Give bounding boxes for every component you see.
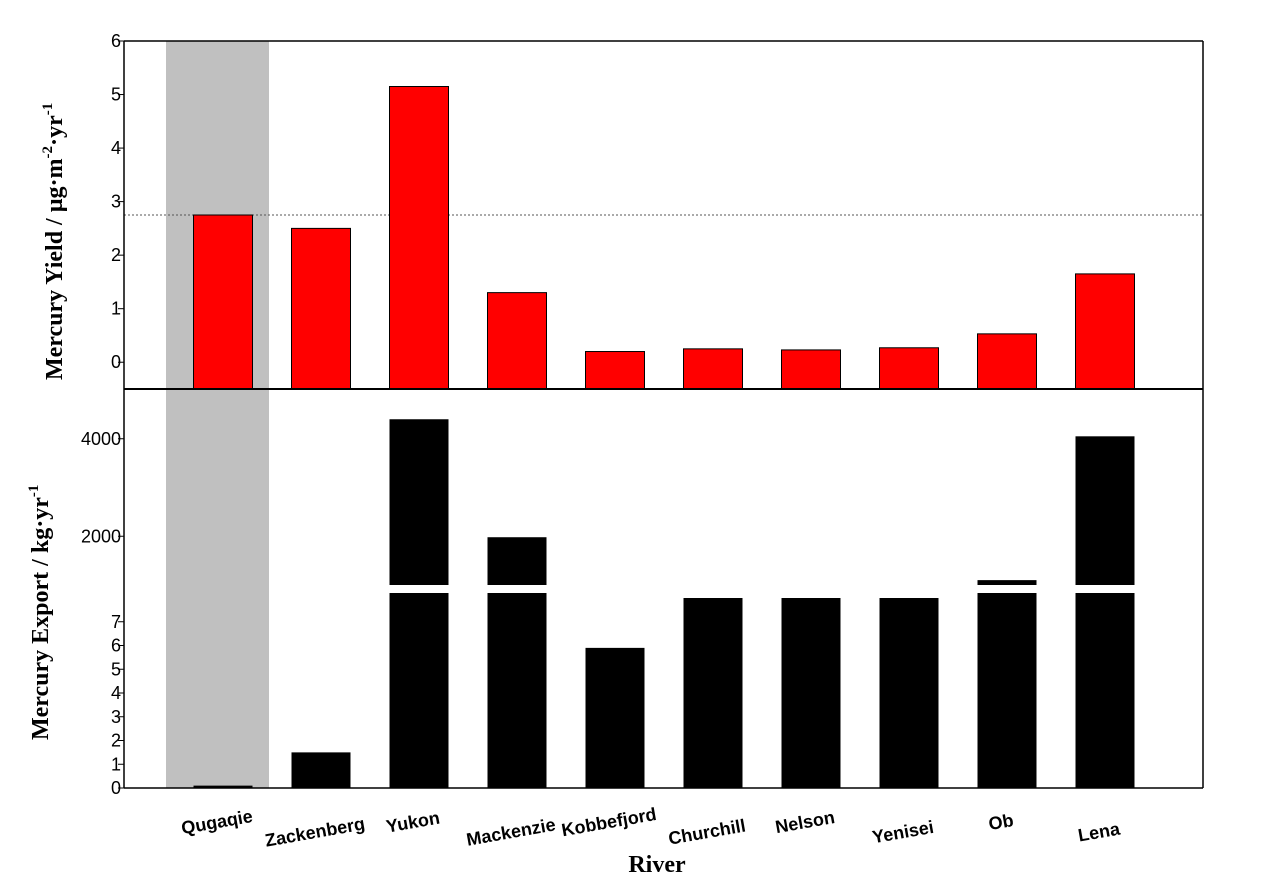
bottom-bar-lena-lower xyxy=(1075,593,1135,788)
top-tick-label-5: 5 xyxy=(111,85,121,105)
bottom-y-axis-title: Mercury Export / kg·yr-1 xyxy=(26,485,54,740)
bottom-bar-ob-upper xyxy=(977,580,1037,585)
bottom-bar-zackenberg xyxy=(291,752,351,788)
bottom-bar-mackenzie-upper xyxy=(487,537,547,585)
bottom-bar-ob-lower xyxy=(977,593,1037,788)
bottom-tick-label-1: 1 xyxy=(111,754,121,774)
x-category-churchill: Churchill xyxy=(667,815,747,848)
x-category-zackenberg: Zackenberg xyxy=(263,813,366,850)
top-bar-zackenberg xyxy=(291,227,351,390)
top-bar-lena xyxy=(1075,273,1135,390)
top-tick-label-1: 1 xyxy=(111,299,121,319)
x-category-yukon: Yukon xyxy=(385,808,442,837)
top-tick-label-4: 4 xyxy=(111,138,121,158)
top-bar-kobbefjord xyxy=(585,351,645,390)
bottom-tick-label-2: 2 xyxy=(111,731,121,751)
top-ylabel-sup2: -1 xyxy=(40,103,56,116)
bottom-bar-yukon-upper xyxy=(389,419,449,585)
bottom-tick-label-6: 6 xyxy=(111,636,121,656)
top-bar-ob xyxy=(977,333,1037,390)
bottom-ylabel-base: Mercury Export / kg·yr xyxy=(28,497,54,740)
bottom-y-ticks: 0 1 2 3 4 5 6 7 2000 4000 xyxy=(81,429,124,798)
highlight-band xyxy=(166,41,269,788)
top-tick-label-0: 0 xyxy=(111,352,121,372)
bottom-tick-label-5: 5 xyxy=(111,659,121,679)
x-category-lena: Lena xyxy=(1077,818,1123,845)
top-bar-churchill xyxy=(683,348,743,390)
top-bars xyxy=(193,86,1135,390)
top-tick-label-2: 2 xyxy=(111,245,121,265)
top-tick-label-3: 3 xyxy=(111,192,121,212)
x-category-mackenzie: Mackenzie xyxy=(465,814,557,849)
bottom-bar-lena-upper xyxy=(1075,436,1135,585)
bottom-tick-label-4: 4 xyxy=(111,683,121,703)
bottom-tick-label-4000: 4000 xyxy=(81,429,121,449)
bottom-tick-label-7: 7 xyxy=(111,612,121,632)
x-category-labels: Qugaqie Zackenberg Yukon Mackenzie Kobbefjor… xyxy=(180,804,1123,851)
x-category-qugaqie: Qugaqie xyxy=(180,806,254,838)
top-bar-mackenzie xyxy=(487,292,547,390)
bottom-tick-label-2000: 2000 xyxy=(81,526,121,546)
bottom-tick-label-3: 3 xyxy=(111,707,121,727)
axes xyxy=(123,40,1204,789)
bottom-bar-nelson xyxy=(781,598,841,788)
top-bar-yenisei xyxy=(879,347,939,390)
top-ylabel-sup1: -2 xyxy=(40,146,56,159)
top-bar-nelson xyxy=(781,349,841,390)
bottom-bar-yukon-lower xyxy=(389,593,449,788)
bottom-ylabel-sup1: -1 xyxy=(26,485,42,498)
top-bar-qugaqie xyxy=(193,214,253,390)
bottom-tick-label-0: 0 xyxy=(111,778,121,798)
x-category-ob: Ob xyxy=(987,810,1015,834)
x-category-nelson: Nelson xyxy=(774,807,837,837)
bottom-bar-qugaqie xyxy=(193,785,253,788)
bottom-bar-mackenzie-lower xyxy=(487,593,547,788)
bottom-bars xyxy=(193,419,1135,788)
bottom-bar-yenisei xyxy=(879,598,939,788)
top-ylabel-base: Mercury Yield / µg·m xyxy=(42,158,68,380)
x-axis-title: River xyxy=(628,852,686,878)
top-ylabel-mid: ·yr xyxy=(42,115,68,146)
x-category-yenisei: Yenisei xyxy=(871,817,936,847)
x-category-kobbefjord: Kobbefjord xyxy=(560,804,658,840)
top-bar-yukon xyxy=(389,86,449,390)
top-y-axis-title: Mercury Yield / µg·m-2·yr-1 xyxy=(40,103,68,380)
bottom-bar-churchill xyxy=(683,598,743,788)
top-tick-label-6: 6 xyxy=(111,31,121,51)
top-y-ticks: 6 5 4 3 2 1 0 xyxy=(111,31,124,372)
bottom-bar-kobbefjord xyxy=(585,647,645,788)
